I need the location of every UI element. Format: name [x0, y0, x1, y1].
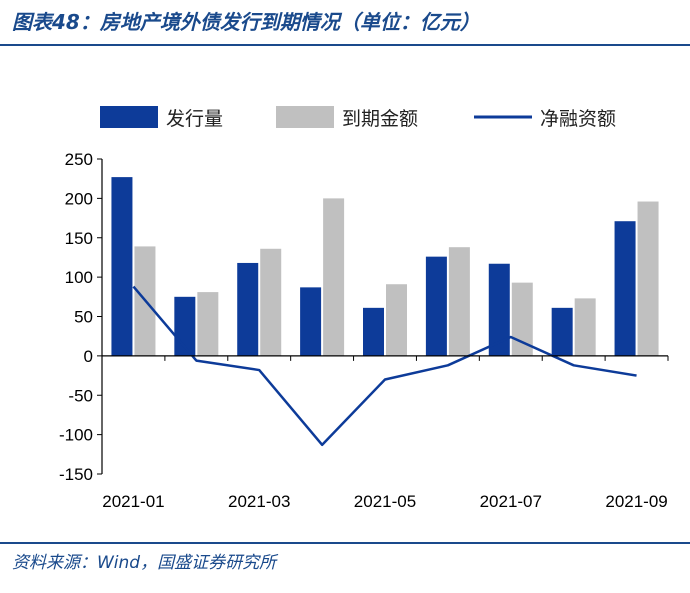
bar-maturity — [260, 248, 282, 356]
bar-maturity — [323, 198, 345, 356]
bars — [111, 177, 659, 356]
x-tick-label: 2021-07 — [480, 492, 542, 511]
y-tick-label: -150 — [59, 465, 93, 484]
bar-issuance — [300, 287, 322, 356]
title-divider — [0, 44, 690, 46]
y-tick-label: -100 — [59, 426, 93, 445]
bar-maturity — [637, 201, 659, 356]
source-note: 资料来源：Wind，国盛证券研究所 — [12, 553, 277, 573]
y-tick-label: 200 — [65, 189, 93, 208]
bar-maturity — [197, 292, 219, 356]
y-tick-label: 150 — [65, 229, 93, 248]
bar-issuance — [363, 307, 384, 356]
legend-swatch-maturity — [276, 106, 334, 128]
y-tick-label: 100 — [65, 268, 93, 287]
bar-issuance — [614, 221, 636, 356]
y-tick-label: 50 — [74, 308, 93, 327]
legend: 发行量 到期金额 净融资额 — [100, 106, 616, 130]
chart: 发行量 到期金额 净融资额 250 200 150 100 50 0 -50 -100 -150 2… — [59, 106, 669, 511]
chart-title: 图表48：房地产境外债发行到期情况（单位：亿元） — [12, 10, 480, 34]
y-tick-label: -50 — [68, 386, 93, 405]
legend-label-issuance: 发行量 — [166, 108, 223, 130]
x-tick-label: 2021-03 — [228, 492, 290, 511]
x-tick-label: 2021-05 — [354, 492, 416, 511]
bar-maturity — [574, 298, 596, 356]
bar-issuance — [111, 177, 133, 356]
bar-issuance — [425, 256, 447, 356]
bar-issuance — [237, 262, 259, 356]
bar-maturity — [386, 284, 407, 356]
legend-swatch-issuance — [100, 106, 158, 128]
bar-issuance — [551, 307, 573, 356]
x-tick-label: 2021-01 — [102, 492, 164, 511]
legend-label-net-financing: 净融资额 — [540, 108, 616, 130]
y-axis: 250 200 150 100 50 0 -50 -100 -150 — [59, 150, 103, 484]
x-tick-label: 2021-09 — [605, 492, 667, 511]
y-tick-label: 250 — [65, 150, 93, 169]
bar-issuance — [488, 263, 510, 356]
bar-maturity — [448, 247, 470, 356]
y-tick-label: 0 — [84, 347, 93, 366]
source-divider — [0, 542, 690, 544]
x-axis: 2021-01 2021-03 2021-05 2021-07 2021-09 — [101, 355, 669, 511]
legend-label-maturity: 到期金额 — [342, 108, 418, 130]
bar-maturity — [511, 282, 533, 356]
